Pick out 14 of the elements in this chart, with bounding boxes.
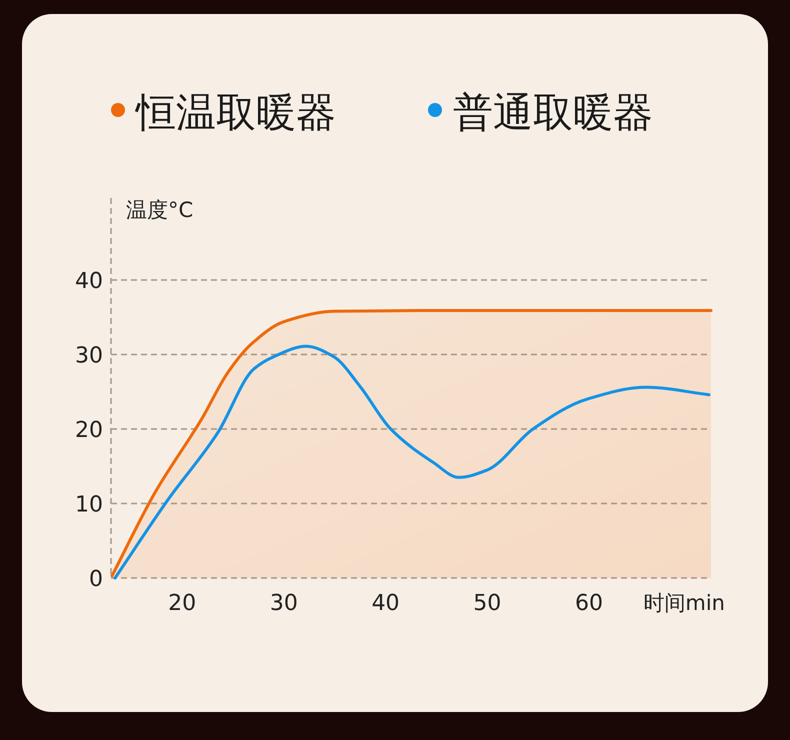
x-tick-label: 40 <box>372 591 400 616</box>
y-axis-title: 温度°C <box>126 198 194 222</box>
x-axis-title: 时间min <box>643 591 725 615</box>
y-tick-label: 10 <box>75 492 103 518</box>
x-tick-label: 60 <box>574 591 603 616</box>
x-tick-label: 50 <box>473 591 502 616</box>
legend-label: 普通取暖器 <box>453 90 653 136</box>
y-tick-label: 0 <box>89 567 103 592</box>
y-tick-label: 40 <box>75 268 103 294</box>
y-tick-label: 20 <box>75 418 103 443</box>
legend-label: 恒温取暖器 <box>134 90 336 136</box>
x-tick-label: 30 <box>270 591 298 616</box>
x-tick-label: 20 <box>168 591 196 616</box>
y-tick-label: 30 <box>75 343 103 368</box>
